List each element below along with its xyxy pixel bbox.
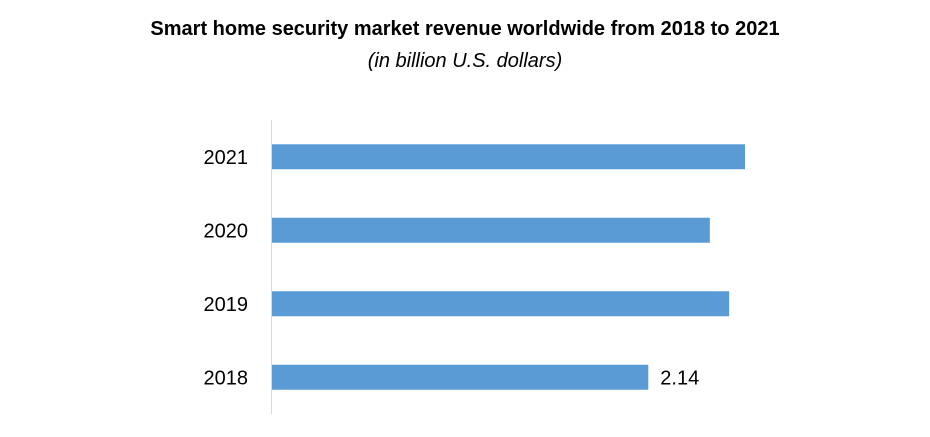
bar-2019 bbox=[272, 291, 730, 317]
tick-label-2021: 2021 bbox=[204, 147, 249, 169]
tick-label-2020: 2020 bbox=[204, 220, 249, 242]
chart-subtitle: (in billion U.S. dollars) bbox=[367, 50, 563, 72]
bar-2020 bbox=[272, 217, 710, 243]
bar-2021 bbox=[272, 144, 745, 170]
bar-2018 bbox=[272, 364, 649, 390]
tick-label-2018: 2018 bbox=[204, 367, 249, 389]
tick-label-2019: 2019 bbox=[204, 294, 249, 316]
chart-title: Smart home security market revenue world… bbox=[150, 18, 780, 40]
data-label-2018: 2.14 bbox=[660, 367, 699, 389]
